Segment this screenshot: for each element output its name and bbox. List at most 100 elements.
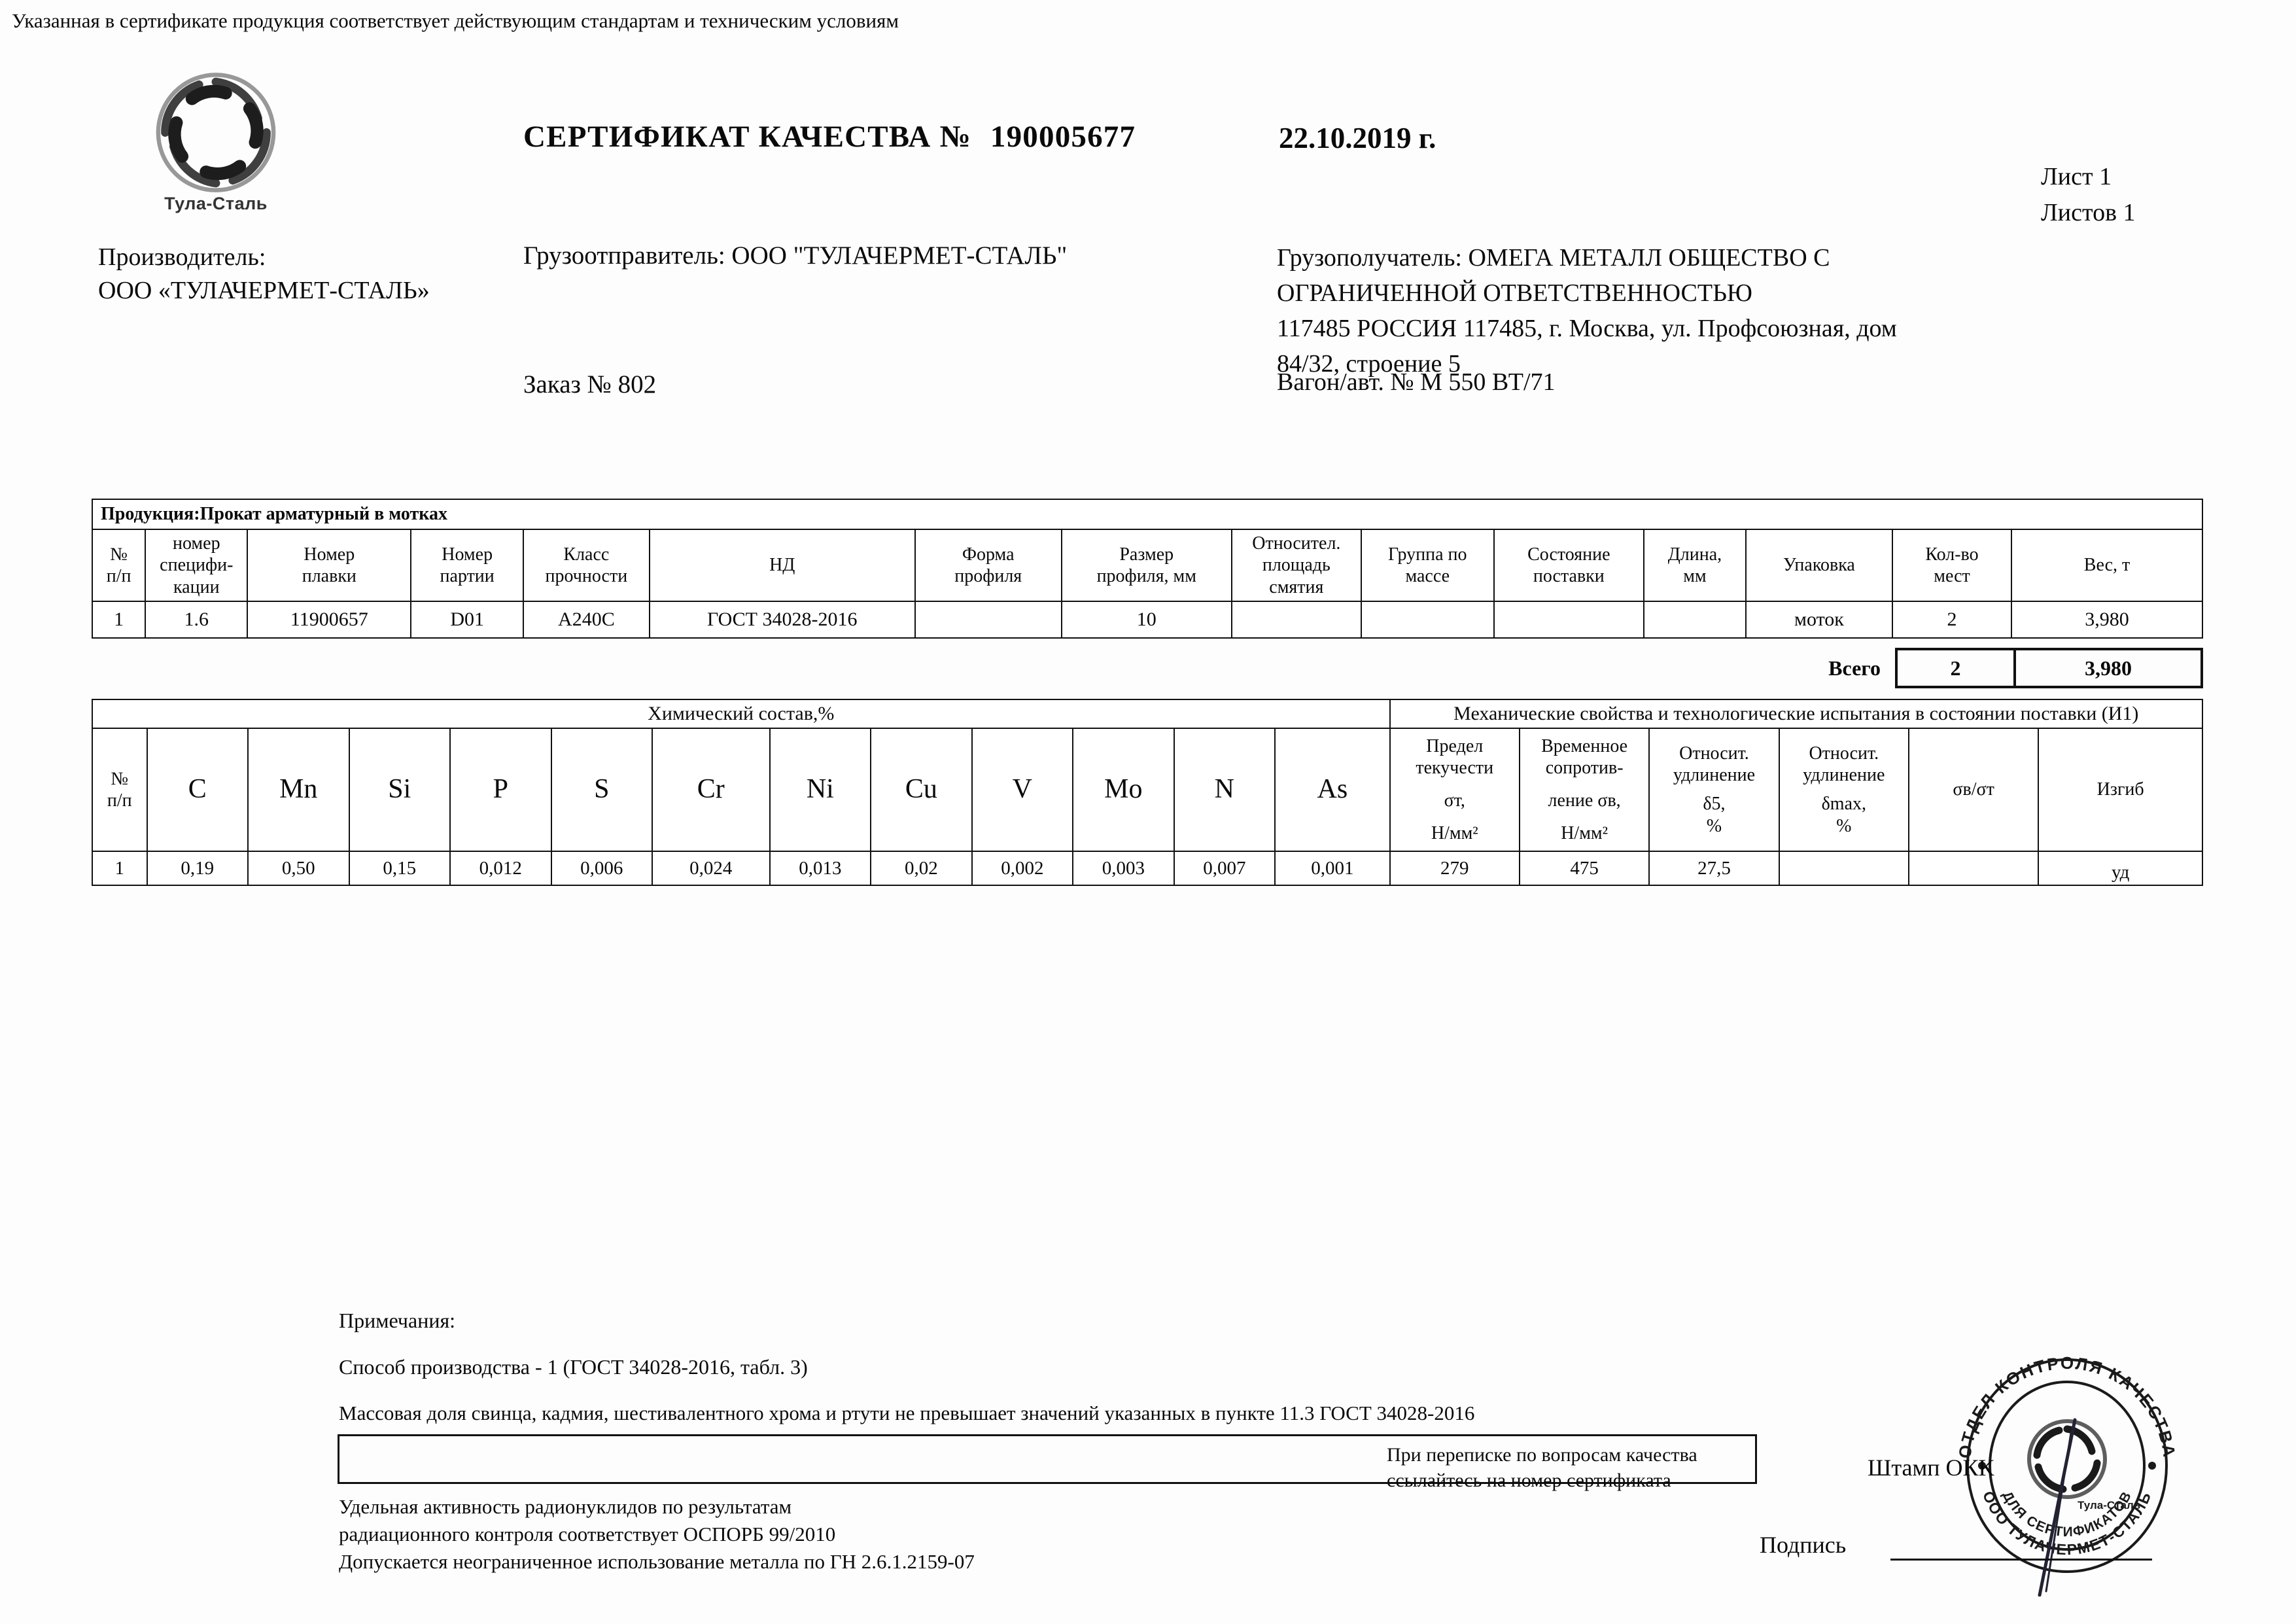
cell-profile-form xyxy=(914,601,1062,639)
elong5-l1: Относит. xyxy=(1679,743,1749,764)
products-table: Продукция:Прокат арматурный в мотках № п… xyxy=(91,499,2203,639)
tensile-l1: Временное xyxy=(1541,735,1628,756)
cell-c: 0,19 xyxy=(146,851,249,886)
table-row: 1 0,19 0,50 0,15 0,012 0,006 0,024 0,013… xyxy=(92,851,2203,886)
consignee-line-3: 117485 РОССИЯ 117485, г. Москва, ул. Про… xyxy=(1277,314,1897,342)
cell-length xyxy=(1643,601,1747,639)
cell-cr: 0,024 xyxy=(652,851,771,886)
radiation-line-1: Удельная активность радионуклидов по рез… xyxy=(339,1495,792,1518)
cell-strength-class: А240С xyxy=(523,601,650,639)
cell-ni: 0,013 xyxy=(769,851,872,886)
col-places: Кол-во мест xyxy=(1891,529,2013,602)
col-element-cu: Cu xyxy=(870,728,973,852)
cell-n: 0,007 xyxy=(1173,851,1276,886)
cell-elongation-max xyxy=(1778,851,1909,886)
number-sign: № xyxy=(939,120,971,154)
col-strength-ratio: σв/σт xyxy=(1907,728,2040,852)
elong5-l2: удлинение xyxy=(1673,765,1756,786)
col-length-l2: мм xyxy=(1683,566,1707,586)
total-weight: 3,980 xyxy=(2013,648,2203,688)
consignee-line-1: Грузополучатель: ОМЕГА МЕТАЛЛ ОБЩЕСТВО С xyxy=(1277,244,1830,272)
col-analysis-no-l2: п/п xyxy=(107,790,132,811)
cell-as: 0,001 xyxy=(1274,851,1391,886)
table-row: 1 1.6 11900657 D01 А240С ГОСТ 34028-2016… xyxy=(91,601,2203,639)
totals-row: Всего 2 3,980 xyxy=(1684,648,2203,688)
radiation-note: Удельная активность радионуклидов по рез… xyxy=(339,1493,975,1576)
page-title: СЕРТИФИКАТ КАЧЕСТВА № 190005677 xyxy=(523,119,1136,154)
analysis-column-header-row: № п/п C Mn Si P S Cr Ni Cu V Mo N As Пре… xyxy=(92,728,2203,852)
signature-label: Подпись xyxy=(1760,1532,1847,1558)
col-state-l1: Состояние xyxy=(1527,544,1610,565)
correspondence-line-1: При переписке по вопросам качества xyxy=(1387,1444,1697,1466)
col-mass-group: Группа по массе xyxy=(1360,529,1495,602)
title-text: СЕРТИФИКАТ КАЧЕСТВА xyxy=(523,120,931,154)
products-caption-row: Продукция:Прокат арматурный в мотках xyxy=(92,499,2203,530)
cell-packaging: моток xyxy=(1745,601,1893,639)
correspondence-line-2: ссылайтесь на номер сертификата xyxy=(1387,1470,1671,1491)
col-no: № п/п xyxy=(91,529,147,602)
cell-elongation-5: 27,5 xyxy=(1648,851,1780,886)
elong5-symbol: δ5, xyxy=(1703,794,1726,814)
consignee-line-2: ОГРАНИЧЕННОЙ ОТВЕТСТВЕННОСТЬЮ xyxy=(1277,279,1752,307)
spiral-logo-icon xyxy=(156,73,276,192)
correspondence-note: При переписке по вопросам качества ссыла… xyxy=(1387,1442,1766,1493)
tensile-unit: Н/мм² xyxy=(1561,822,1609,843)
col-spec-l2: специфи- xyxy=(160,555,234,576)
elongmax-unit: % xyxy=(1836,815,1852,836)
col-elongation-max: Относит. удлинение δmax, % xyxy=(1778,728,1909,852)
tensile-l2: сопротив- xyxy=(1545,758,1624,779)
yield-l2: текучести xyxy=(1416,758,1494,779)
conformity-box xyxy=(338,1434,1757,1484)
products-header-row: № п/п номер специфи- кации Номер плавки … xyxy=(91,529,2203,602)
col-form-l1: Форма xyxy=(962,544,1015,565)
notes-line-2: Массовая доля свинца, кадмия, шестивален… xyxy=(339,1402,1475,1424)
cell-places: 2 xyxy=(1891,601,2013,639)
col-profile-size: Размер профиля, мм xyxy=(1060,529,1232,602)
col-strength-l1: Класс xyxy=(563,544,610,565)
bend-label: Изгиб xyxy=(2096,779,2144,800)
sheet-current: Лист 1 xyxy=(2041,163,2112,190)
logo-wordmark: Тула-Сталь xyxy=(164,194,268,213)
mech-group-header: Механические свойства и технологические … xyxy=(1389,699,2204,729)
cell-batch-number: D01 xyxy=(410,601,525,639)
cell-profile-size: 10 xyxy=(1060,601,1232,639)
col-spec-number: номер специфи- кации xyxy=(145,529,249,602)
order-number: Заказ № 802 xyxy=(523,370,657,398)
cell-weight: 3,980 xyxy=(2011,601,2203,639)
totals-wrapper: Всего 2 3,980 xyxy=(92,648,2203,688)
col-relative-area: Относител. площадь смятия xyxy=(1230,529,1362,602)
col-size-l2: профиля, мм xyxy=(1096,566,1196,586)
col-heat-l1: Номер xyxy=(304,544,355,565)
col-batch-l2: партии xyxy=(440,566,495,586)
producer-name: ООО «ТУЛАЧЕРМЕТ-СТАЛЬ» xyxy=(98,277,430,305)
col-element-p: P xyxy=(449,728,552,852)
cell-p: 0,012 xyxy=(449,851,552,886)
col-element-mo: Mo xyxy=(1072,728,1175,852)
wagon-number: Вагон/авт. № М 550 ВТ/71 xyxy=(1277,368,1556,396)
cell-si: 0,15 xyxy=(348,851,451,886)
col-profile-form: Форма профиля xyxy=(914,529,1062,602)
elong5-unit: % xyxy=(1706,815,1722,836)
col-element-si: Si xyxy=(348,728,451,852)
col-places-l1: Кол-во xyxy=(1925,544,1979,565)
cell-mn: 0,50 xyxy=(247,851,350,886)
cell-s: 0,006 xyxy=(550,851,653,886)
col-no-l1: № xyxy=(110,544,128,565)
stamp-label: Штамп ОКК xyxy=(1868,1455,1994,1481)
col-state-l2: поставки xyxy=(1533,566,1605,586)
producer-label: Производитель: xyxy=(98,243,266,271)
cell-cu: 0,02 xyxy=(870,851,973,886)
col-length-l1: Длина, xyxy=(1667,544,1722,565)
company-logo: Тула-Сталь xyxy=(98,62,334,232)
col-spec-l1: номер xyxy=(172,533,220,554)
col-batch-l1: Номер xyxy=(442,544,493,565)
products-caption: Продукция:Прокат арматурный в мотках xyxy=(92,499,2203,530)
cell-delivery-state xyxy=(1493,601,1644,639)
radiation-line-3: Допускается неограниченное использование… xyxy=(339,1549,975,1573)
col-elongation-5: Относит. удлинение δ5, % xyxy=(1648,728,1780,852)
tensile-symbol: ление σв, xyxy=(1548,790,1621,811)
col-batch-number: Номер партии xyxy=(410,529,525,602)
col-element-n: N xyxy=(1173,728,1276,852)
elongmax-l1: Относит. xyxy=(1809,743,1879,764)
chem-group-header: Химический состав,% xyxy=(92,699,1391,729)
